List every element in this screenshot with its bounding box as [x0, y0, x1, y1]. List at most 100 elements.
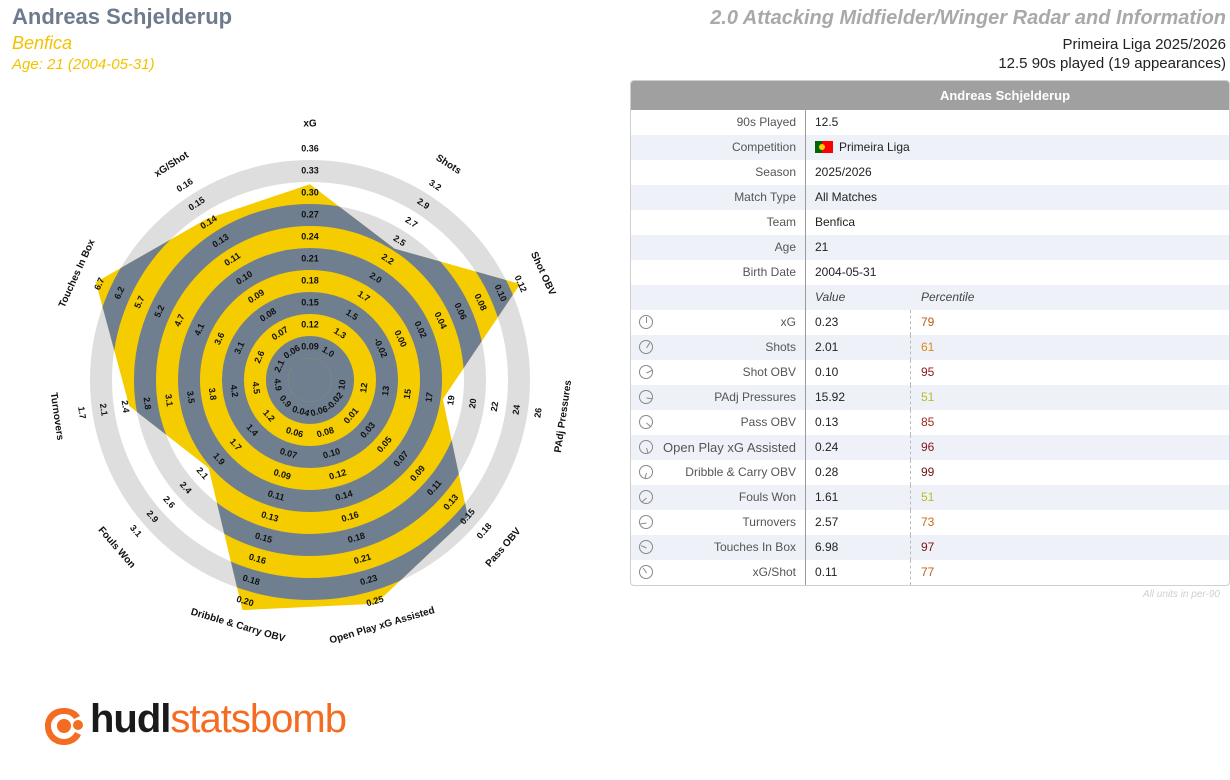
tick-label: 0.18 — [475, 521, 494, 541]
axis-label: Open Play xG Assisted — [328, 605, 436, 646]
tick-label: 0.16 — [248, 552, 268, 567]
info-value: 2004-05-31 — [815, 265, 877, 279]
column-divider — [805, 510, 806, 535]
tick-label: 6.2 — [112, 285, 126, 301]
column-divider-dashed — [910, 535, 911, 560]
metric-value: 1.61 — [815, 490, 839, 504]
clock-3-icon — [639, 390, 653, 404]
tick-label: 0.04 — [291, 404, 311, 419]
column-divider-dashed — [910, 485, 911, 510]
tick-label: 0.06 — [309, 404, 329, 419]
tick-label: 5.7 — [132, 294, 146, 310]
tick-label: 4.9 — [272, 378, 284, 392]
tick-label: 0.18 — [301, 275, 319, 285]
info-row: Match Type All Matches — [631, 185, 1229, 210]
info-row: Age 21 — [631, 235, 1229, 260]
column-divider — [805, 185, 806, 210]
tick-label: 0.16 — [175, 176, 195, 194]
clock-5-icon — [639, 440, 653, 454]
metric-row: Pass OBV 0.13 85 — [631, 410, 1229, 435]
clock-2-icon — [639, 365, 653, 379]
metric-value: 0.23 — [815, 315, 839, 329]
axis-label: Shots — [434, 153, 464, 178]
player-team: Benfica — [12, 33, 73, 53]
info-value: Benfica — [815, 215, 856, 229]
column-divider — [805, 235, 806, 260]
tick-label: 4.5 — [250, 381, 262, 395]
column-divider-dashed — [910, 510, 911, 535]
tick-label: 2.7 — [403, 215, 419, 230]
league-season: Primeira Liga 2025/2026 — [1062, 36, 1226, 53]
tick-label: 2.4 — [120, 400, 132, 414]
column-divider — [805, 485, 806, 510]
logo-statsbomb: statsbomb — [170, 697, 347, 741]
clock-0-icon — [639, 315, 653, 329]
column-divider — [805, 460, 806, 485]
info-value: Primeira Liga — [815, 135, 910, 160]
metric-label: Open Play xG Assisted — [663, 440, 796, 455]
tick-label: 15 — [402, 388, 413, 399]
tick-label: 3.1 — [232, 340, 246, 356]
metric-value: 0.28 — [815, 465, 839, 479]
played-info: 12.5 90s played (19 appearances) — [998, 55, 1226, 72]
tick-label: 0.21 — [301, 253, 319, 263]
metric-label: xG/Shot — [752, 565, 796, 579]
tick-label: 2.1 — [195, 465, 211, 481]
value-column-header: Value — [815, 290, 846, 304]
metric-label: Dribble & Carry OBV — [685, 465, 796, 479]
stripe-ring — [266, 336, 354, 424]
metric-row: xG/Shot 0.11 77 — [631, 560, 1229, 585]
metric-label: PAdj Pressures — [714, 390, 796, 404]
clock-8-icon — [639, 515, 653, 529]
metric-percentile: 99 — [921, 465, 935, 479]
column-divider — [805, 360, 806, 385]
radar-chart: 0.09 0.12 0.15 0.18 0.21 0.24 0.27 0.30 0.33 0.36… — [48, 119, 575, 647]
stripe-ring — [178, 248, 442, 512]
column-divider — [805, 385, 806, 410]
axis-label: Shot OBV — [528, 250, 558, 297]
tick-label: 0.12 — [301, 319, 319, 329]
metric-percentile: 96 — [921, 440, 935, 454]
metric-label: Shot OBV — [742, 365, 796, 379]
metric-row: xG 0.23 79 — [631, 310, 1229, 335]
metric-label: Pass OBV — [740, 415, 796, 429]
info-value: 21 — [815, 240, 829, 254]
tick-label: 2.6 — [252, 349, 266, 365]
metric-row: Shots 2.01 61 — [631, 335, 1229, 360]
column-divider — [805, 285, 806, 310]
tick-label: 0.23 — [359, 573, 379, 588]
info-table: Andreas Schjelderup 90s Played 12.5 Compet… — [630, 80, 1230, 586]
column-divider — [805, 210, 806, 235]
tick-label: 2.8 — [141, 396, 153, 410]
tick-label: 1.7 — [76, 406, 88, 420]
metric-percentile: 95 — [921, 365, 935, 379]
info-label: 90s Played — [736, 115, 796, 129]
tick-label: 0.14 — [334, 488, 354, 503]
metric-label: xG — [780, 315, 796, 329]
info-label: Age — [774, 240, 796, 254]
column-divider — [805, 535, 806, 560]
tick-label: 0.18 — [241, 573, 261, 588]
column-divider — [805, 160, 806, 185]
axis-label: PAdj Pressures — [553, 379, 574, 453]
column-divider-dashed — [910, 560, 911, 585]
metric-label: Fouls Won — [738, 490, 796, 504]
info-label: Competition — [731, 140, 796, 154]
clock-4-icon — [639, 415, 653, 429]
metric-percentile: 97 — [921, 540, 935, 554]
info-value: All Matches — [815, 190, 878, 204]
metric-value: 6.98 — [815, 540, 839, 554]
metric-percentile: 51 — [921, 490, 935, 504]
column-divider-dashed — [910, 410, 911, 435]
tick-label: 0.11 — [267, 488, 286, 502]
tick-label: 3.1 — [128, 523, 144, 539]
tick-label: 4.1 — [192, 322, 206, 338]
column-divider-dashed — [910, 435, 911, 460]
tick-label: 0.33 — [301, 165, 319, 175]
tick-label: 3.1 — [163, 393, 175, 407]
metric-label: Shots — [765, 340, 796, 354]
info-row: Competition Primeira Liga — [631, 135, 1229, 160]
tick-label: 3.2 — [427, 178, 443, 193]
metric-value: 15.92 — [815, 390, 846, 404]
column-divider — [805, 560, 806, 585]
